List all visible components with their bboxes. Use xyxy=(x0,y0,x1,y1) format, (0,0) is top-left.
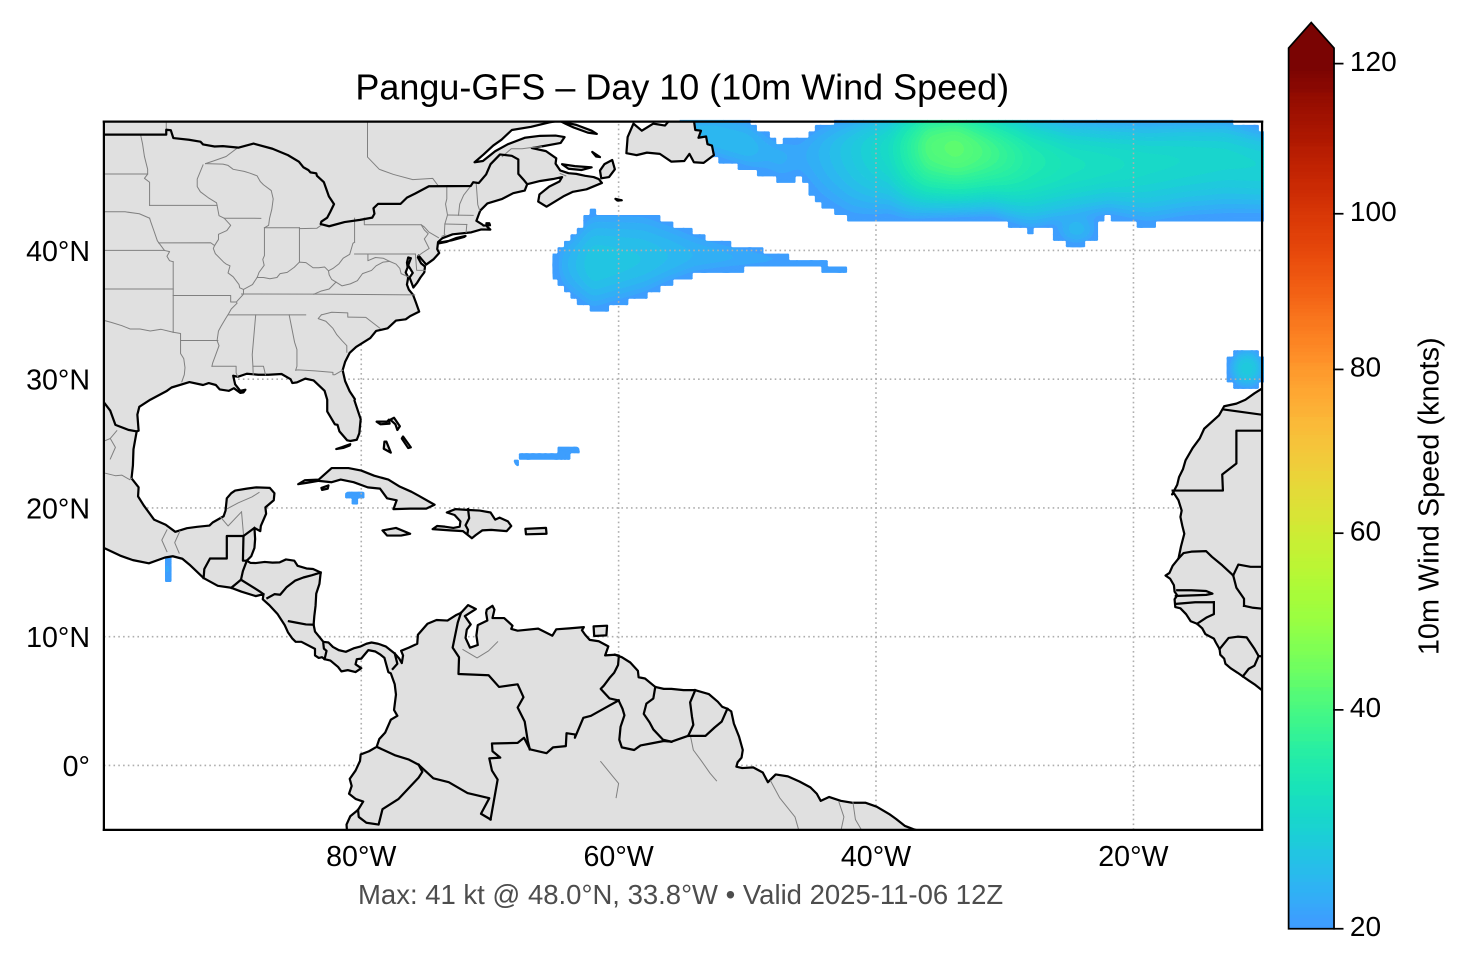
svg-text:60: 60 xyxy=(1350,515,1381,546)
svg-text:Pangu-GFS – Day 10 (10m Wind S: Pangu-GFS – Day 10 (10m Wind Speed) xyxy=(355,67,1009,108)
svg-text:10m Wind Speed (knots): 10m Wind Speed (knots) xyxy=(1413,337,1445,655)
svg-text:80: 80 xyxy=(1350,352,1381,383)
svg-text:80°W: 80°W xyxy=(326,841,396,873)
svg-text:20°N: 20°N xyxy=(26,493,90,525)
svg-text:100: 100 xyxy=(1350,196,1397,227)
svg-text:40: 40 xyxy=(1350,692,1381,723)
svg-text:Max: 41 kt @ 48.0°N, 33.8°W •: Max: 41 kt @ 48.0°N, 33.8°W • Valid 2025… xyxy=(358,879,1003,910)
svg-text:20: 20 xyxy=(1350,911,1381,942)
svg-text:0°: 0° xyxy=(63,751,90,783)
svg-text:40°W: 40°W xyxy=(841,841,911,873)
svg-text:30°N: 30°N xyxy=(26,365,90,397)
svg-text:60°W: 60°W xyxy=(584,841,654,873)
svg-text:120: 120 xyxy=(1350,46,1397,77)
svg-text:20°W: 20°W xyxy=(1098,841,1168,873)
svg-text:40°N: 40°N xyxy=(26,236,90,268)
svg-text:10°N: 10°N xyxy=(26,622,90,654)
